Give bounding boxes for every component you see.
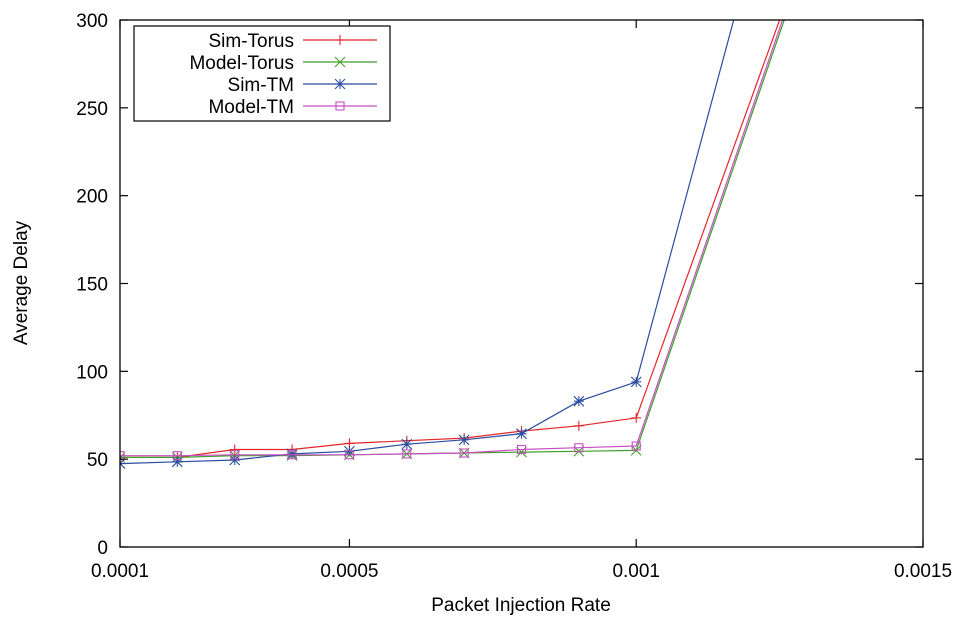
data-point-sim-tm bbox=[573, 395, 585, 407]
x-tick-label: 0.0015 bbox=[894, 561, 952, 582]
x-axis-label: Packet Injection Rate bbox=[431, 595, 611, 616]
legend-label-sim-torus: Sim-Torus bbox=[208, 31, 294, 52]
data-point-sim-torus bbox=[631, 412, 642, 423]
data-point-sim-torus bbox=[573, 420, 584, 431]
y-tick-label: 0 bbox=[97, 538, 108, 559]
legend-marker-model-tm bbox=[335, 101, 345, 111]
data-point-sim-tm bbox=[171, 456, 183, 468]
y-tick-label: 250 bbox=[76, 99, 108, 120]
data-point-model-tm bbox=[287, 450, 297, 460]
data-point-model-tm bbox=[120, 451, 125, 461]
legend-marker-sim-tm bbox=[334, 78, 346, 90]
data-point-sim-torus bbox=[229, 444, 240, 455]
data-point-model-tm bbox=[172, 451, 182, 461]
data-point-sim-tm bbox=[120, 458, 126, 469]
y-tick-label: 300 bbox=[76, 11, 108, 32]
y-tick-label: 150 bbox=[76, 275, 108, 296]
data-point-model-tm bbox=[459, 448, 469, 458]
data-point-model-tm bbox=[344, 450, 354, 460]
data-point-model-tm bbox=[516, 444, 527, 455]
data-point-model-tm bbox=[230, 450, 240, 460]
data-point-model-tm bbox=[631, 441, 641, 451]
legend-box bbox=[133, 25, 391, 122]
data-point-sim-tm bbox=[229, 454, 241, 466]
data-point-model-tm bbox=[402, 449, 412, 459]
series-line-model-tm bbox=[120, 20, 784, 457]
y-tick-label: 50 bbox=[87, 450, 108, 471]
legend-label-model-torus: Model-Torus bbox=[189, 53, 294, 74]
legend-marker-model-torus bbox=[334, 56, 346, 68]
legend-marker-sim-torus bbox=[335, 35, 345, 45]
y-tick-label: 200 bbox=[76, 187, 108, 208]
legend-label-model-tm: Model-TM bbox=[208, 97, 294, 118]
data-point-model-tm bbox=[574, 443, 584, 453]
x-tick-label: 0.0005 bbox=[320, 561, 378, 582]
data-point-sim-tm bbox=[401, 438, 413, 450]
ticks-layer: 0.0001 0.0005 0.001 0.0015 0 50 100 150 200 250 30… bbox=[76, 11, 952, 582]
y-tick-label: 100 bbox=[76, 362, 108, 383]
x-tick-label: 0.001 bbox=[612, 561, 660, 582]
data-point-sim-tm bbox=[458, 434, 470, 446]
series-layer bbox=[120, 20, 785, 469]
data-point-sim-tm bbox=[630, 376, 642, 388]
x-tick-label: 0.0001 bbox=[91, 561, 149, 582]
y-axis-label: Average Delay bbox=[11, 220, 32, 345]
data-point-sim-tm bbox=[516, 428, 527, 440]
legend-label-sim-tm: Sim-TM bbox=[228, 75, 294, 96]
